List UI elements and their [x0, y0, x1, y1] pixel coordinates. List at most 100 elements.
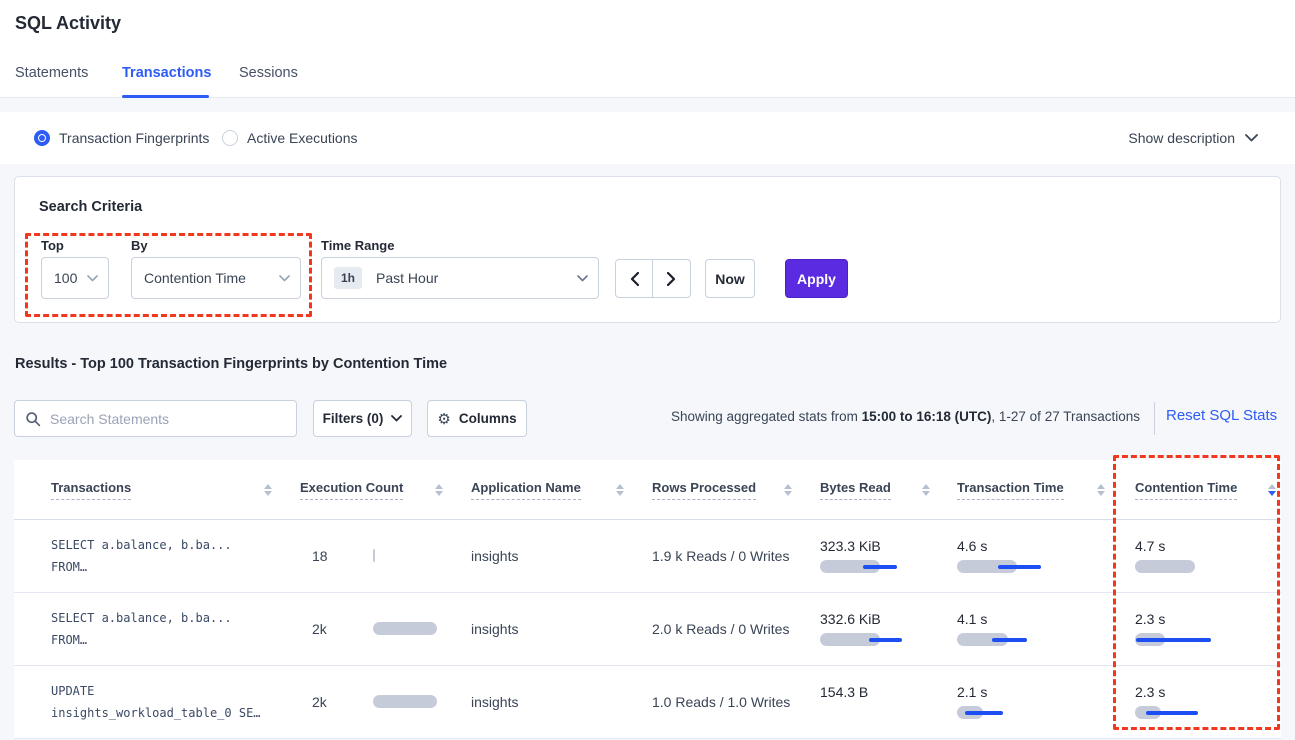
view-toggle-band: Transaction Fingerprints Active Executio…	[0, 112, 1295, 164]
column-header[interactable]: Bytes Read	[804, 460, 942, 519]
execution-count-bar	[373, 622, 443, 636]
query-line-2: insights_workload_table_0 SE…	[51, 706, 261, 720]
execution-count-cell: 2k	[284, 666, 455, 738]
time-range-field-label: Time Range	[321, 238, 395, 253]
show-description-label: Show description	[1128, 130, 1235, 146]
bytes-read-cell: 332.6 KiB	[804, 593, 942, 665]
now-button[interactable]: Now	[705, 259, 755, 298]
table-row[interactable]: UPDATE insights_workload_table_0 SE… 2k …	[14, 666, 1281, 739]
by-field-label: By	[131, 238, 148, 253]
transaction-query-cell[interactable]: SELECT a.balance, b.ba... FROM…	[14, 520, 284, 592]
sort-icon[interactable]	[429, 483, 443, 496]
application-name-value: insights	[471, 621, 519, 637]
execution-count-bar	[373, 695, 443, 709]
transaction-time-cell: 4.6 s	[942, 520, 1117, 592]
tab-transactions[interactable]: Transactions	[122, 65, 212, 81]
column-header[interactable]: Execution Count	[284, 460, 455, 519]
sort-icon[interactable]	[258, 483, 272, 496]
apply-button[interactable]: Apply	[785, 259, 848, 298]
sort-icon[interactable]	[778, 483, 792, 496]
radio-label: Active Executions	[247, 130, 358, 146]
columns-button[interactable]: ⚙ Columns	[427, 400, 527, 437]
transaction-time-cell: 4.1 s	[942, 593, 1117, 665]
active-tab-underline	[122, 95, 209, 98]
filters-button[interactable]: Filters (0)	[313, 400, 412, 437]
table-row[interactable]: SELECT a.balance, b.ba... FROM… 18 insig…	[14, 520, 1281, 593]
reset-sql-stats-link[interactable]: Reset SQL Stats	[1166, 407, 1278, 424]
rows-processed-value: 1.9 k Reads / 0 Writes	[652, 548, 790, 564]
time-range-select[interactable]: 1h Past Hour	[321, 257, 599, 299]
results-heading: Results - Top 100 Transaction Fingerprin…	[15, 356, 448, 372]
column-header[interactable]: Contention Time	[1117, 460, 1281, 519]
column-header[interactable]: Transaction Time	[942, 460, 1117, 519]
sort-icon[interactable]	[916, 483, 930, 496]
execution-count-value: 2k	[312, 694, 327, 710]
sort-icon[interactable]	[1091, 483, 1105, 496]
search-icon	[26, 411, 41, 426]
contention-time-cell: 2.3 s	[1117, 666, 1281, 738]
table-row[interactable]: SELECT a.balance, b.ba... FROM… 2k insig…	[14, 593, 1281, 666]
bytes-read-bar	[820, 633, 930, 647]
previous-time-button[interactable]	[616, 260, 653, 297]
transaction-time-value: 4.1 s	[957, 611, 988, 627]
time-range-value: Past Hour	[376, 270, 439, 286]
radio-active-executions[interactable]: Active Executions	[222, 112, 358, 164]
stats-summary: Showing aggregated stats from 15:00 to 1…	[671, 409, 1140, 424]
application-name-cell: insights	[455, 666, 636, 738]
top-select[interactable]: 100	[41, 257, 109, 299]
column-header-label: Application Name	[471, 480, 581, 500]
radio-selected-icon	[34, 130, 50, 146]
column-header[interactable]: Application Name	[455, 460, 636, 519]
chevron-right-icon	[667, 271, 676, 286]
bytes-read-bar	[820, 560, 930, 574]
execution-count-cell: 2k	[284, 593, 455, 665]
transaction-query-cell[interactable]: SELECT a.balance, b.ba... FROM…	[14, 593, 284, 665]
column-header-label: Execution Count	[300, 480, 404, 500]
execution-count-value: 18	[312, 548, 328, 564]
column-header-label: Transaction Time	[957, 480, 1064, 500]
transaction-time-value: 2.1 s	[957, 684, 988, 700]
column-header[interactable]: Transactions	[14, 460, 284, 519]
chevron-down-icon	[87, 274, 98, 281]
chevron-down-icon	[577, 274, 588, 281]
by-select[interactable]: Contention Time	[131, 257, 301, 299]
radio-unselected-icon	[222, 130, 238, 146]
execution-count-bar	[373, 549, 443, 563]
transaction-query-cell[interactable]: UPDATE insights_workload_table_0 SE…	[14, 666, 284, 738]
top-select-value: 100	[54, 270, 78, 286]
rows-processed-cell: 1.9 k Reads / 0 Writes	[636, 520, 804, 592]
filters-label: Filters (0)	[322, 411, 384, 426]
chevron-left-icon	[630, 271, 639, 286]
rows-processed-cell: 1.0 Reads / 1.0 Writes	[636, 666, 804, 738]
rows-processed-value: 2.0 k Reads / 0 Writes	[652, 621, 790, 637]
query-line-1: UPDATE	[51, 684, 95, 698]
columns-label: Columns	[458, 411, 517, 426]
contention-time-cell: 4.7 s	[1117, 520, 1281, 592]
column-header-label: Transactions	[51, 480, 132, 500]
next-time-button[interactable]	[653, 260, 690, 297]
search-statements-input[interactable]	[50, 410, 286, 427]
table-body: SELECT a.balance, b.ba... FROM… 18 insig…	[14, 520, 1281, 739]
execution-count-value: 2k	[312, 621, 327, 637]
radio-label: Transaction Fingerprints	[59, 130, 210, 146]
show-description-toggle[interactable]: Show description	[1128, 112, 1258, 164]
sort-icon[interactable]	[610, 483, 624, 496]
contention-time-cell: 2.3 s	[1117, 593, 1281, 665]
tab-sessions[interactable]: Sessions	[239, 65, 298, 81]
chevron-down-icon	[279, 274, 290, 281]
sort-icon[interactable]	[1262, 483, 1276, 496]
column-header-label: Contention Time	[1135, 480, 1238, 500]
chevron-down-icon	[1245, 134, 1258, 142]
application-name-cell: insights	[455, 593, 636, 665]
contention-time-value: 2.3 s	[1135, 684, 1166, 700]
tab-statements[interactable]: Statements	[15, 65, 89, 81]
contention-time-value: 4.7 s	[1135, 538, 1166, 554]
transaction-time-value: 4.6 s	[957, 538, 988, 554]
contention-time-bar	[1135, 706, 1245, 720]
radio-transaction-fingerprints[interactable]: Transaction Fingerprints	[34, 112, 209, 164]
column-header[interactable]: Rows Processed	[636, 460, 804, 519]
time-nav-group	[615, 259, 691, 298]
query-line-1: SELECT a.balance, b.ba...	[51, 611, 232, 625]
query-line-1: SELECT a.balance, b.ba...	[51, 538, 232, 552]
